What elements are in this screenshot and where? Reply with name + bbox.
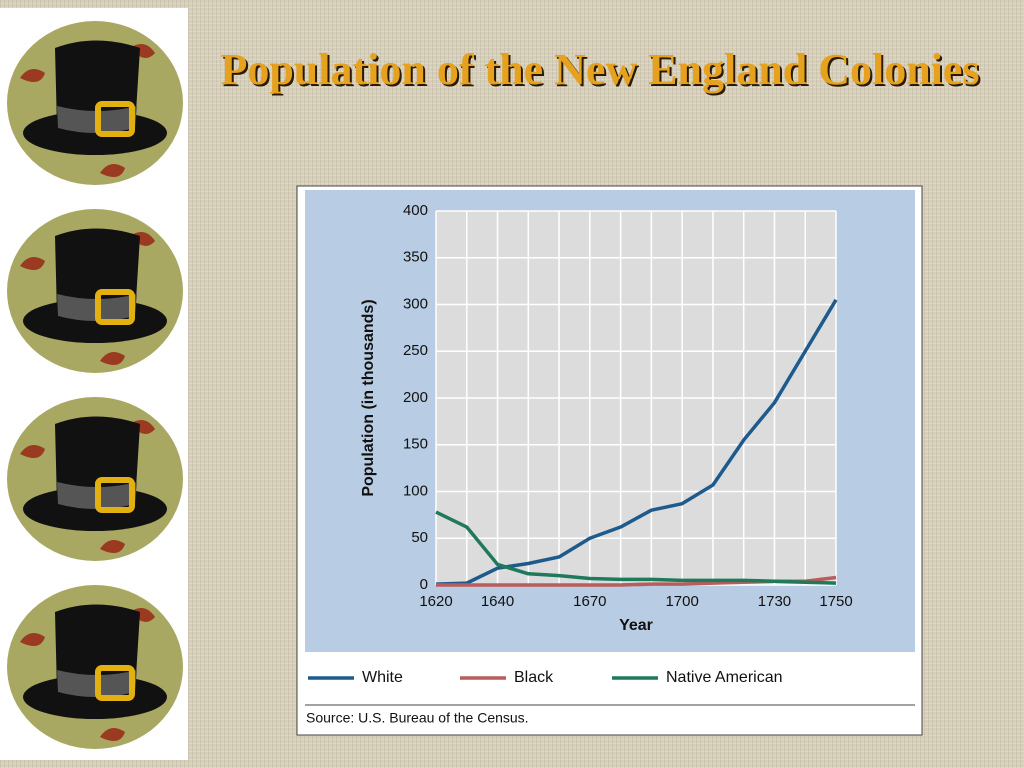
legend-label: Native American	[666, 669, 783, 686]
series-line	[435, 510, 837, 585]
y-tick-label: 150	[403, 436, 428, 453]
y-tick-label: 250	[403, 342, 428, 359]
y-tick-label: 50	[411, 529, 428, 546]
x-tick-label: 1750	[819, 593, 852, 610]
y-axis-label: Population (in thousands)	[360, 299, 377, 496]
x-tick-label: 1730	[758, 593, 791, 610]
slide-title: Population of the New England Colonies	[220, 45, 980, 94]
y-tick-label: 350	[403, 249, 428, 266]
y-tick-label: 300	[403, 295, 428, 312]
hat-strip	[0, 8, 188, 760]
y-tick-label: 400	[403, 202, 428, 219]
x-tick-label: 1620	[419, 593, 452, 610]
x-tick-label: 1670	[573, 593, 606, 610]
x-tick-label: 1700	[665, 593, 698, 610]
legend-label: Black	[514, 669, 554, 686]
y-tick-label: 0	[420, 576, 428, 593]
y-tick-label: 200	[403, 389, 428, 406]
legend-label: White	[362, 669, 403, 686]
x-axis-label: Year	[619, 617, 653, 634]
x-tick-label: 1640	[481, 593, 514, 610]
y-tick-label: 100	[403, 482, 428, 499]
source-note: Source: U.S. Bureau of the Census.	[306, 710, 529, 726]
